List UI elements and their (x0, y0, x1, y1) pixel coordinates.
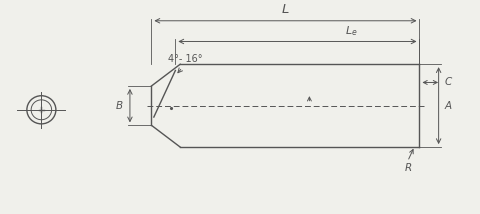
Text: B: B (116, 101, 123, 111)
Text: C: C (445, 77, 452, 88)
Text: $L_e$: $L_e$ (345, 25, 358, 38)
Text: A: A (444, 101, 452, 111)
Text: 4°- 16°: 4°- 16° (168, 54, 203, 64)
Text: R: R (405, 163, 412, 173)
Text: L: L (282, 3, 289, 16)
